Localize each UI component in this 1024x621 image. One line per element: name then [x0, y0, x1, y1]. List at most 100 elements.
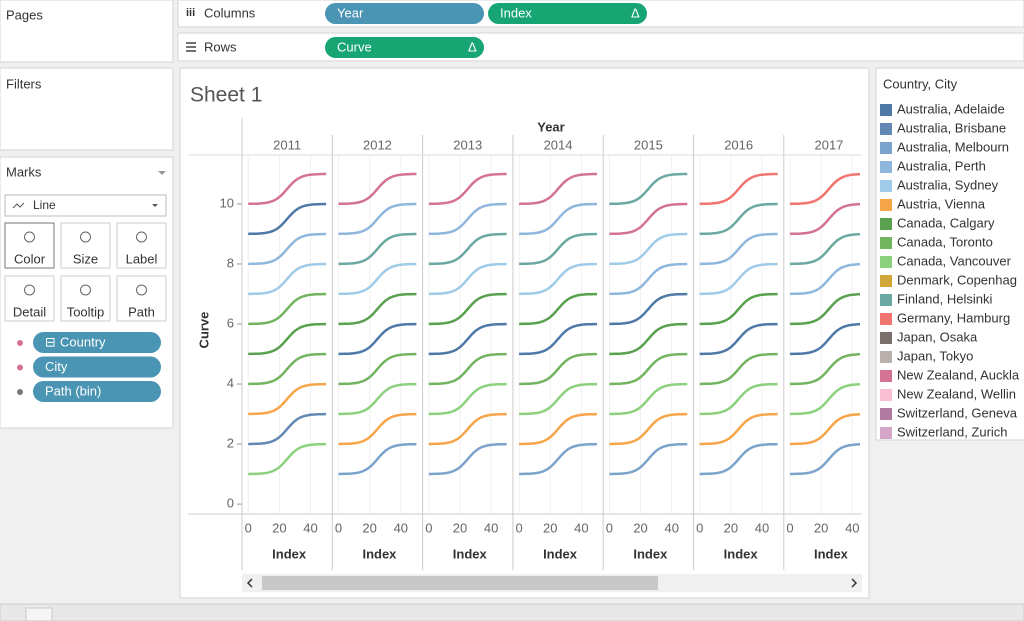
x-axis-title: Index	[633, 546, 668, 561]
y-tick-label: 2	[227, 435, 234, 450]
legend-label: Switzerland, Geneva	[897, 405, 1018, 420]
legend-swatch	[880, 294, 892, 306]
curve-line	[338, 232, 417, 266]
pill[interactable]	[325, 3, 484, 24]
curve-line	[248, 292, 327, 326]
legend-label: Japan, Tokyo	[897, 348, 973, 363]
button-icon	[24, 284, 35, 296]
pill-type-icon	[17, 340, 23, 346]
line-icon	[12, 202, 25, 209]
pill-type-icon	[17, 389, 23, 395]
legend-label: Canada, Calgary	[897, 215, 995, 230]
legend: Australia, Adelaide Australia, Brisbane Au…	[880, 101, 1020, 439]
tab-bar	[0, 603, 1024, 621]
pill-flag: Δ	[631, 5, 640, 20]
curve-line	[338, 292, 417, 326]
y-tick-label: 10	[220, 195, 234, 210]
mark-type: Line	[33, 198, 56, 212]
pill[interactable]	[33, 356, 161, 378]
curve-line	[248, 202, 327, 236]
x-axis-title: Index	[543, 546, 578, 561]
legend-swatch	[880, 313, 892, 325]
curve-line	[609, 322, 688, 356]
y-tick-label: 0	[227, 496, 234, 511]
curve-line	[338, 322, 417, 356]
marks-menu[interactable]	[158, 171, 166, 175]
curve-line	[699, 442, 778, 476]
y-tick-label: 4	[227, 375, 234, 390]
legend-swatch	[880, 161, 892, 173]
marks-button[interactable]	[116, 275, 167, 322]
sheet	[179, 67, 870, 599]
curve-line	[699, 232, 778, 266]
curve-line	[519, 352, 597, 386]
x-tick-label: 20	[453, 520, 467, 535]
x-tick-label: 40	[755, 520, 769, 535]
curve-line	[428, 382, 507, 416]
legend-label: Denmark, Copenhag	[897, 272, 1017, 287]
x-axis-title: Index	[272, 546, 307, 561]
curve-line	[609, 292, 688, 326]
curve-line	[428, 262, 507, 296]
pill[interactable]	[33, 381, 161, 402]
plot-area: Year 2011 0 20 40 Index 2012 0 20 40 Index 2013 0 20 4…	[245, 119, 860, 570]
dropdown-arrow	[152, 204, 158, 207]
mark-type-dropdown[interactable]	[4, 194, 167, 217]
legend-swatch	[880, 237, 892, 249]
curve-line	[248, 172, 327, 206]
year-label: 2014	[544, 137, 573, 152]
marks-button[interactable]	[116, 222, 167, 269]
curve-line	[699, 202, 778, 236]
y-axis-title: Curve	[196, 312, 211, 349]
column-header: Year	[537, 119, 564, 134]
x-tick-label: 20	[272, 520, 286, 535]
pill[interactable]	[33, 332, 161, 353]
marks-button[interactable]	[4, 222, 55, 269]
curve-line	[428, 352, 507, 386]
button-label: Label	[126, 251, 158, 266]
scroll-arrows[interactable]	[246, 578, 858, 588]
year-label: 2016	[724, 137, 753, 152]
legend-label: Germany, Hamburg	[897, 310, 1010, 325]
pages-title: Pages	[6, 7, 43, 22]
marks-button[interactable]	[60, 222, 111, 269]
filters-title: Filters	[6, 76, 42, 91]
scroll-thumb[interactable]	[262, 576, 658, 590]
columns-label: Columns	[204, 5, 256, 20]
x-tick-label: 40	[484, 520, 498, 535]
curve-line	[789, 353, 860, 386]
legend-label: Australia, Adelaide	[897, 101, 1005, 116]
x-axis-title: Index	[453, 546, 488, 561]
pill-flag: Δ	[468, 39, 477, 54]
curve-line	[699, 292, 778, 326]
x-tick-label: 0	[516, 520, 523, 535]
curve-line	[699, 412, 778, 446]
button-icon	[80, 284, 91, 296]
pill-label: Path (bin)	[45, 383, 101, 398]
x-tick-label: 0	[335, 520, 342, 535]
marks-button[interactable]	[4, 275, 55, 322]
curve-line	[519, 412, 597, 446]
new-sheet-tab[interactable]	[25, 607, 53, 621]
legend-label: Finland, Helsinki	[897, 291, 992, 306]
marks-button[interactable]	[60, 275, 111, 322]
filters-panel	[0, 67, 174, 151]
pill-label: City	[45, 359, 68, 374]
pill[interactable]	[325, 37, 484, 58]
button-label: Detail	[13, 304, 46, 319]
curve-line	[248, 352, 327, 386]
x-tick-label: 40	[574, 520, 588, 535]
curve-line	[609, 352, 688, 386]
pill[interactable]	[488, 3, 647, 24]
button-label: Path	[128, 304, 155, 319]
x-tick-label: 0	[245, 520, 252, 535]
legend-swatch	[880, 199, 892, 211]
curve-line	[519, 382, 597, 416]
legend-label: New Zealand, Auckla	[897, 367, 1020, 382]
pill-label: Index	[500, 5, 532, 20]
legend-swatch	[880, 180, 892, 192]
curve-line	[699, 382, 778, 416]
curve-line	[790, 232, 860, 266]
y-tick-label: 8	[227, 255, 234, 270]
